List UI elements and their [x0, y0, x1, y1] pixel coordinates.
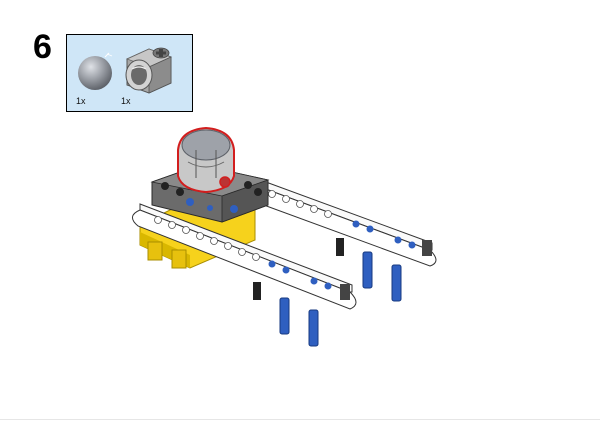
part-qty-socket: 1x: [121, 96, 131, 106]
step-number: 6: [33, 28, 52, 66]
footer-divider: [0, 419, 600, 420]
part-qty-ball: 1x: [76, 96, 86, 106]
ball-joint-icon: [78, 52, 113, 90]
new-parts-highlight: [177, 126, 235, 194]
socket-connector-icon: [125, 47, 173, 94]
beam-right-holes: [268, 190, 332, 218]
blue-pins-front: [279, 297, 319, 347]
blue-pins-back: [362, 251, 402, 302]
parts-callout: 1x 1x: [66, 34, 193, 112]
beam-left: [132, 203, 357, 310]
